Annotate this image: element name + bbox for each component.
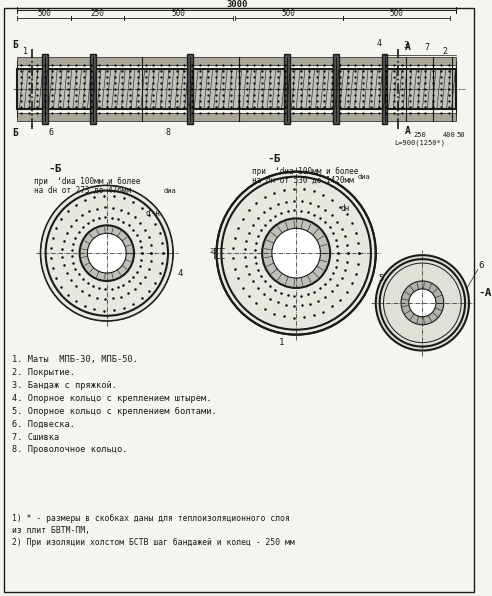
- Text: 250: 250: [413, 132, 426, 138]
- Circle shape: [80, 225, 134, 281]
- Text: dиа: dиа: [358, 173, 370, 179]
- Text: dиа: dиа: [163, 188, 176, 194]
- Bar: [42, 54, 48, 124]
- Text: 1. Маты  МПБ-30, МПБ-50.: 1. Маты МПБ-30, МПБ-50.: [12, 355, 138, 364]
- Circle shape: [88, 233, 126, 273]
- Text: L=900(1250*): L=900(1250*): [394, 139, 445, 146]
- Text: 1: 1: [23, 47, 28, 56]
- Bar: [18, 57, 457, 66]
- Circle shape: [41, 185, 173, 321]
- Text: 2: 2: [442, 47, 447, 56]
- Text: 20: 20: [209, 248, 217, 254]
- Text: -Б: -Б: [49, 164, 62, 173]
- Text: 50: 50: [457, 132, 465, 138]
- Text: на dн от 273 до 476мм: на dн от 273 до 476мм: [34, 186, 131, 195]
- Text: 250: 250: [91, 9, 104, 18]
- Text: 1: 1: [279, 338, 284, 347]
- Text: -Б: -Б: [267, 154, 280, 164]
- Text: -А: -А: [479, 288, 492, 298]
- Text: 4. Опорное кольцо с креплением штырем.: 4. Опорное кольцо с креплением штырем.: [12, 394, 211, 403]
- Text: 5. Опорное кольцо с креплением болтами.: 5. Опорное кольцо с креплением болтами.: [12, 406, 216, 416]
- Text: 2. Покрытие.: 2. Покрытие.: [12, 368, 75, 377]
- Text: 500: 500: [282, 9, 296, 18]
- Circle shape: [401, 281, 444, 325]
- Text: 500: 500: [389, 9, 403, 18]
- Text: 8: 8: [165, 128, 171, 138]
- Bar: [18, 113, 457, 121]
- Circle shape: [272, 228, 320, 278]
- Text: 6. Подвеска.: 6. Подвеска.: [12, 420, 75, 429]
- Text: Б: Б: [13, 41, 19, 51]
- Text: 5: 5: [378, 274, 383, 283]
- Bar: [333, 54, 339, 124]
- Text: 6: 6: [478, 260, 483, 269]
- Text: при  ʻdиа 100мм и более: при ʻdиа 100мм и более: [252, 167, 359, 176]
- Text: Б: Б: [13, 128, 19, 138]
- Text: 3000: 3000: [226, 0, 247, 9]
- Circle shape: [262, 218, 330, 288]
- Text: dн: dн: [340, 204, 349, 213]
- Text: 8. Проволочное кольцо.: 8. Проволочное кольцо.: [12, 445, 127, 454]
- Bar: [18, 69, 457, 109]
- Text: при  ʻdиа 100мм и более: при ʻdиа 100мм и более: [34, 177, 140, 186]
- Text: 400: 400: [442, 132, 455, 138]
- Circle shape: [409, 289, 436, 316]
- Text: 7: 7: [425, 43, 430, 52]
- Bar: [284, 54, 290, 124]
- Text: 4: 4: [178, 269, 184, 278]
- Text: 4: 4: [376, 39, 381, 48]
- Bar: [382, 54, 387, 124]
- Bar: [187, 54, 193, 124]
- Text: из плит БВТМ-ПМ,: из плит БВТМ-ПМ,: [12, 526, 90, 535]
- Bar: [91, 54, 96, 124]
- Text: 6: 6: [49, 128, 54, 138]
- Text: 3: 3: [403, 41, 408, 50]
- Text: А: А: [405, 42, 411, 52]
- Circle shape: [376, 255, 469, 350]
- Text: 3. Бандаж с пряжкой.: 3. Бандаж с пряжкой.: [12, 381, 117, 390]
- Text: 2) При изоляции холстом БСТВ шаг бандажей и колец - 250 мм: 2) При изоляции холстом БСТВ шаг бандаже…: [12, 538, 294, 547]
- Text: 500: 500: [172, 9, 185, 18]
- Bar: [18, 61, 457, 117]
- Text: 500: 500: [37, 9, 51, 18]
- Text: 1) * - размеры в скобках даны для теплоизоляционного слоя: 1) * - размеры в скобках даны для теплои…: [12, 514, 289, 523]
- Text: d н: d н: [146, 209, 159, 218]
- Circle shape: [216, 172, 376, 334]
- Text: на dн от 530 до 1420мм: на dн от 530 до 1420мм: [252, 176, 354, 185]
- Text: 7. Сшивка: 7. Сшивка: [12, 433, 59, 442]
- Text: А: А: [405, 126, 411, 136]
